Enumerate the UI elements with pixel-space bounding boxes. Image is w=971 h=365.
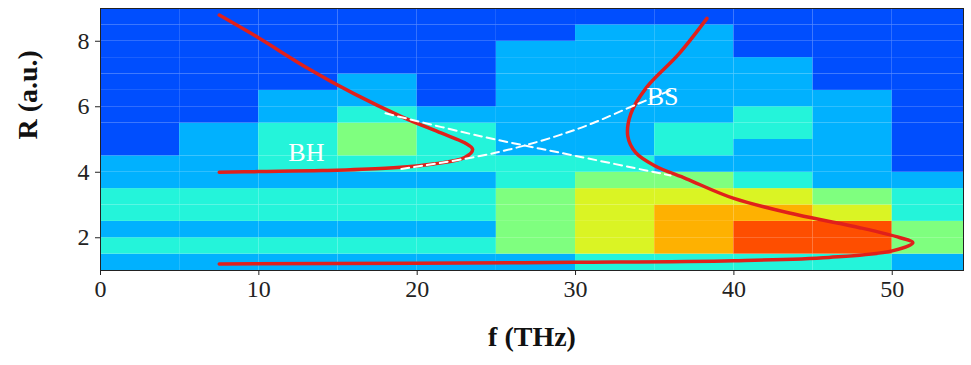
- svg-text:f (THz): f (THz): [488, 321, 576, 352]
- svg-text:10: 10: [247, 276, 271, 302]
- svg-text:40: 40: [722, 276, 746, 302]
- svg-text:8: 8: [78, 28, 90, 54]
- svg-text:20: 20: [405, 276, 429, 302]
- svg-text:4: 4: [78, 159, 90, 185]
- svg-text:50: 50: [880, 276, 904, 302]
- svg-text:6: 6: [78, 93, 90, 119]
- svg-text:BH: BH: [288, 138, 324, 167]
- svg-text:0: 0: [95, 276, 107, 302]
- svg-text:30: 30: [564, 276, 588, 302]
- svg-text:R (a.u.): R (a.u.): [12, 50, 43, 139]
- svg-text:BS: BS: [647, 82, 679, 111]
- svg-text:2: 2: [78, 224, 90, 250]
